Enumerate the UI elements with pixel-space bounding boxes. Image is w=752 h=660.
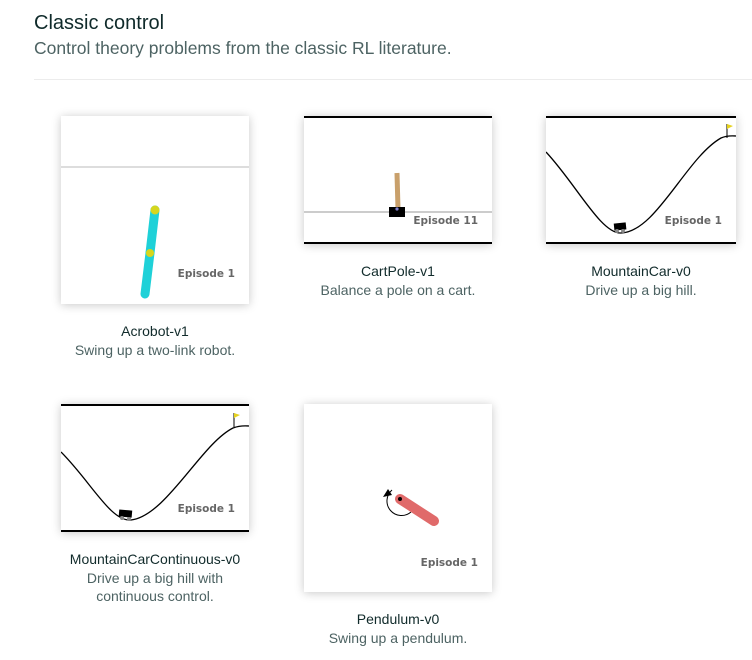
acrobot-joint-top [150, 205, 160, 215]
car-wheel [127, 517, 131, 521]
episode-label: Episode 1 [665, 215, 722, 227]
env-name[interactable]: Acrobot-v1 [121, 323, 189, 339]
car-wheel [621, 229, 625, 233]
env-description: Balance a pole on a cart. [320, 282, 476, 298]
env-name[interactable]: MountainCarContinuous-v0 [69, 551, 241, 567]
cartpole-cart [389, 207, 405, 217]
env-description: Swing up a pendulum. [328, 630, 468, 646]
env-card-mountaincar[interactable]: Episode 1 MountainCar-v0 Drive up a big … [530, 116, 752, 301]
env-description: Swing up a two-link robot. [74, 342, 236, 358]
mountaincar-thumbnail[interactable]: Episode 1 [546, 116, 736, 244]
cartpole-pole [394, 172, 401, 210]
env-description: Drive up a big hill. [585, 282, 697, 298]
cartpole-thumbnail[interactable]: Episode 11 [304, 116, 492, 244]
acrobot-link-2 [140, 248, 155, 299]
section-title: Classic control [34, 12, 165, 34]
env-card-acrobot[interactable]: Episode 1 Acrobot-v1 Swing up a two-link… [40, 116, 270, 361]
section-subtitle: Control theory problems from the classic… [34, 38, 452, 58]
goal-flag-icon [727, 124, 733, 129]
env-card-cartpole[interactable]: Episode 11 CartPole-v1 Balance a pole on… [290, 116, 506, 301]
episode-label: Episode 1 [178, 268, 235, 280]
mountaincarcontinuous-car [118, 509, 133, 518]
pendulum-render: Episode 1 [383, 489, 478, 569]
acrobot-link-1 [145, 205, 160, 258]
episode-label: Episode 1 [178, 503, 235, 515]
car-wheel [120, 516, 124, 520]
mountaincar-car [613, 222, 627, 231]
pendulum-pivot [398, 497, 402, 501]
acrobot-joint-mid [146, 249, 154, 257]
acrobot-thumbnail[interactable]: Episode 1 [61, 116, 249, 304]
mountaincarcontinuous-render: Episode 1 [61, 404, 249, 532]
cartpole-axle [395, 207, 399, 211]
env-name[interactable]: CartPole-v1 [361, 263, 435, 279]
mountaincarcontinuous-hill [61, 425, 249, 521]
acrobot-render: Episode 1 [61, 166, 249, 299]
mountaincar-hill [546, 135, 736, 234]
goal-flag-icon [234, 413, 240, 418]
pendulum-rod [395, 494, 439, 526]
section-divider [34, 79, 752, 80]
env-name[interactable]: MountainCar-v0 [591, 263, 691, 279]
cartpole-render: Episode 11 [304, 116, 492, 244]
env-card-pendulum[interactable]: Episode 1 Pendulum-v0 Swing up a pendulu… [290, 404, 506, 649]
episode-label: Episode 1 [421, 557, 478, 569]
pendulum-thumbnail[interactable]: Episode 1 [304, 404, 492, 592]
env-description: Drive up a big hill with continuous cont… [86, 570, 224, 604]
mountaincarcontinuous-thumbnail[interactable]: Episode 1 [61, 404, 249, 532]
pendulum-arrow-head [383, 489, 392, 497]
episode-label: Episode 11 [413, 215, 478, 227]
mountaincar-render: Episode 1 [546, 116, 736, 244]
car-wheel [615, 229, 619, 233]
env-name[interactable]: Pendulum-v0 [356, 611, 440, 627]
env-card-mountaincarcontinuous[interactable]: Episode 1 MountainCarContinuous-v0 Drive… [40, 404, 270, 609]
